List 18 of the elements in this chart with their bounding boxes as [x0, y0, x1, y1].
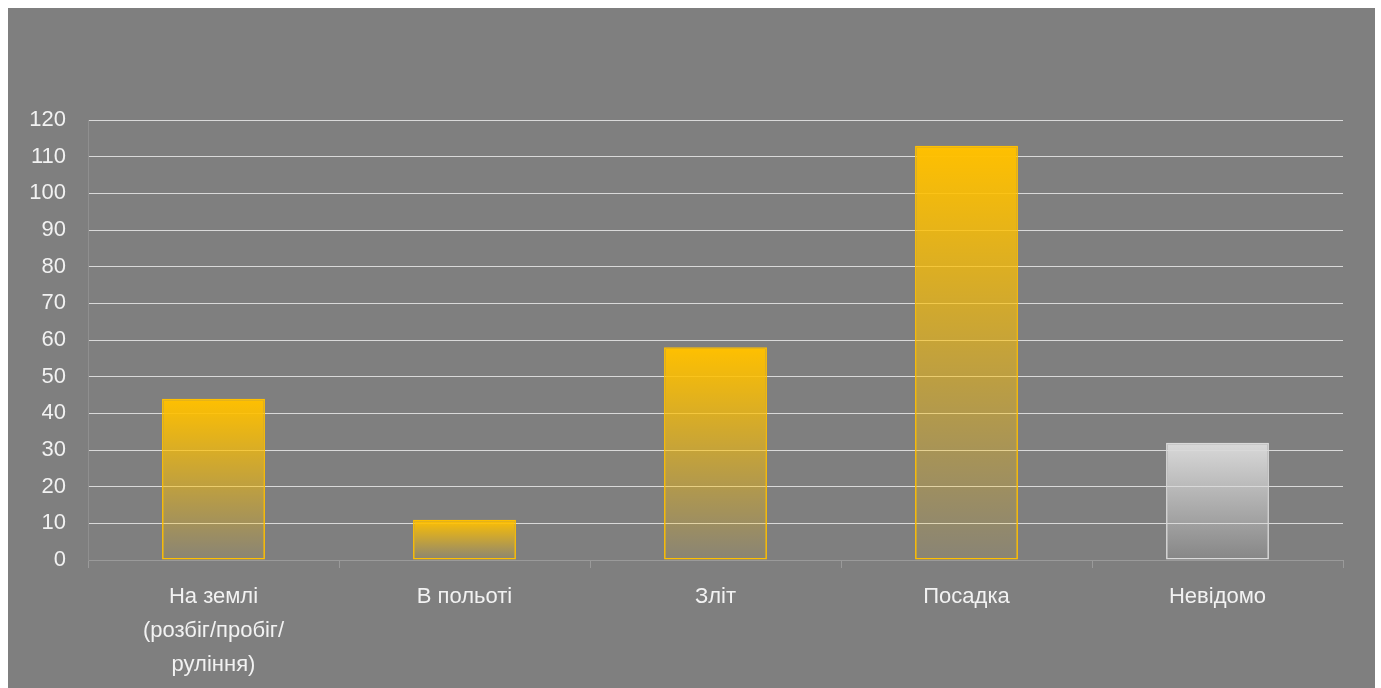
- x-tick-label: На землі (розбіг/пробіг/руління): [142, 583, 285, 677]
- y-tick-label: 60: [41, 326, 66, 352]
- y-tick-label: 110: [30, 142, 66, 168]
- x-tick-label: В польоті: [416, 583, 513, 609]
- y-tick-label: 80: [41, 252, 66, 278]
- y-tick-label: 30: [41, 436, 66, 462]
- x-tick-label: Зліт: [694, 583, 737, 609]
- y-tick-label: 40: [41, 399, 66, 425]
- y-tick-label: 0: [53, 546, 66, 572]
- y-tick-label: 90: [41, 216, 66, 242]
- y-tick-label: 10: [41, 509, 66, 535]
- y-tick-label: 20: [41, 472, 66, 498]
- x-tick-label: Невідомо: [1168, 583, 1267, 609]
- y-tick-label: 100: [29, 179, 66, 205]
- x-tick-label: Посадка: [923, 583, 1011, 609]
- y-tick-label: 120: [29, 106, 66, 132]
- y-tick-label: 70: [41, 289, 66, 315]
- y-tick-label: 50: [41, 362, 66, 388]
